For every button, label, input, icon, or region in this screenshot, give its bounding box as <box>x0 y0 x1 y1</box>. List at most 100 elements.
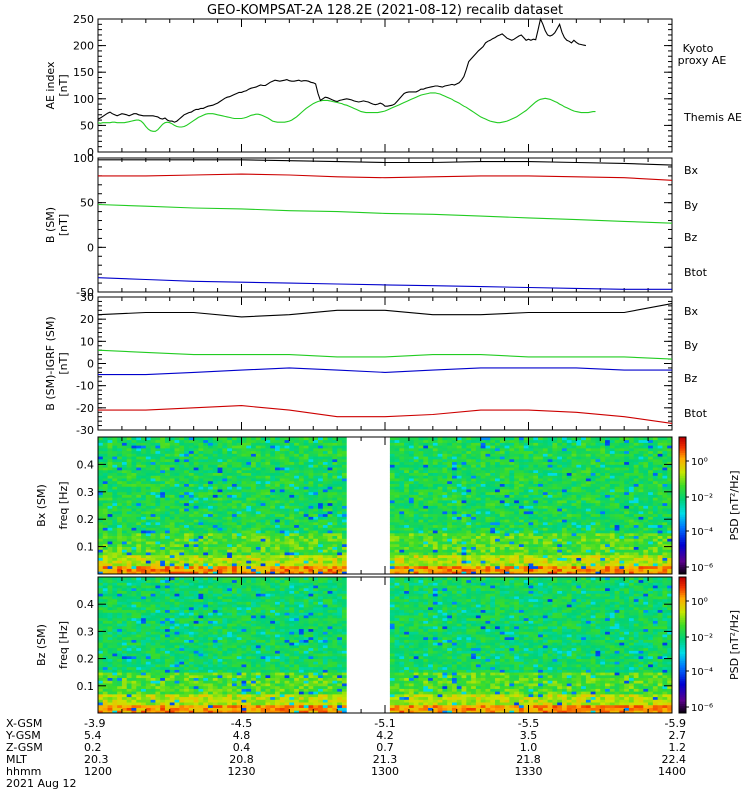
spectrogram-cell <box>499 527 505 531</box>
spectrogram-cell <box>581 500 587 504</box>
spectrogram-cell <box>418 464 424 468</box>
spectrogram-cell <box>270 521 276 526</box>
spectrogram-cell <box>179 502 185 506</box>
spectrogram-cell <box>447 464 453 468</box>
spectrogram-cell <box>667 535 673 539</box>
spectrogram-cell <box>298 560 305 564</box>
spectrogram-cell <box>404 494 410 498</box>
spectrogram-cell <box>451 458 458 463</box>
spectrogram-cell <box>428 532 434 537</box>
spectrogram-cell <box>538 486 544 490</box>
spectrogram-cell <box>428 538 434 542</box>
spectrogram-cell <box>585 549 592 553</box>
spectrogram-cell <box>198 530 204 534</box>
spectrogram-cell <box>112 502 118 506</box>
spectrogram-cell <box>423 500 429 504</box>
spectrogram-cell <box>609 563 615 567</box>
spectrogram-cell <box>308 467 314 471</box>
spectrogram-cell <box>485 563 491 567</box>
spectrogram-cell <box>318 478 324 482</box>
spectrogram-cell <box>236 500 242 504</box>
spectrogram-cell <box>198 543 204 547</box>
spectrogram-cell <box>126 543 132 547</box>
spectrogram-cell <box>523 469 529 474</box>
spectrogram-cell <box>332 483 338 487</box>
spectrogram-cell <box>585 472 592 476</box>
spectrogram-cell <box>227 497 233 501</box>
spectrogram-cell <box>475 505 482 509</box>
spectrogram-cell <box>499 491 505 495</box>
spectrogram-cell <box>394 480 400 484</box>
spectrogram-cell <box>418 472 424 476</box>
spectrogram-cell <box>581 532 587 537</box>
spectrogram-cell <box>552 508 558 512</box>
spectrogram-cell <box>131 489 137 493</box>
spectrogram-cell <box>389 475 395 479</box>
spectrogram-cell <box>408 549 415 553</box>
spectrogram-cell <box>298 557 305 561</box>
spectrogram-cell <box>150 513 156 517</box>
spectrogram-cell <box>236 505 242 509</box>
spectrogram-cell <box>609 571 615 575</box>
spectrogram-cell <box>495 563 501 567</box>
spectrogram-cell <box>274 505 281 509</box>
spectrogram-cell <box>217 472 223 476</box>
spectrogram-cell <box>131 527 137 531</box>
spectrogram-cell <box>193 500 199 504</box>
spectrogram-cell <box>447 541 453 545</box>
spectrogram-cell <box>112 552 118 556</box>
spectrogram-cell <box>624 535 630 539</box>
spectrogram-cell <box>227 543 233 547</box>
spectrogram-cell <box>538 464 544 468</box>
spectrogram-cell <box>212 486 218 490</box>
spectrogram-cell <box>255 549 262 553</box>
spectrogram-cell <box>638 549 644 553</box>
spectrogram-cell <box>528 469 534 474</box>
spectrogram-cell <box>179 535 185 539</box>
spectrogram-cell <box>313 494 319 498</box>
spectrogram-cell <box>480 549 486 553</box>
spectrogram-cell <box>542 527 549 531</box>
spectrogram-cell <box>332 524 338 528</box>
spectrogram-cell <box>145 494 152 498</box>
spectrogram-cell <box>538 491 544 495</box>
spectrogram-cell <box>609 486 615 490</box>
spectrogram-cell <box>547 464 553 468</box>
spectrogram-cell <box>318 554 324 558</box>
spectrogram-cell <box>542 565 549 569</box>
spectrogram-cell <box>471 461 477 465</box>
spectrogram-cell <box>509 549 515 553</box>
spectrogram-cell <box>595 508 601 512</box>
spectrogram-cell <box>585 486 592 490</box>
spectrogram-cell <box>313 530 319 534</box>
spectrogram-cell <box>208 472 214 476</box>
spectrogram-cell <box>298 524 305 528</box>
spectrogram-cell <box>203 472 209 476</box>
spectrogram-cell <box>284 552 290 556</box>
spectrogram-cell <box>164 494 171 498</box>
spectrogram-cell <box>423 489 429 493</box>
spectrogram-cell <box>208 521 214 526</box>
spectrogram-cell <box>404 486 410 490</box>
spectrogram-cell <box>251 461 257 465</box>
spectrogram-cell <box>294 519 300 523</box>
spectrogram-cell <box>313 541 319 545</box>
spectrogram-cell <box>628 491 635 495</box>
spectrogram-cell <box>614 521 620 526</box>
spectrogram-cell <box>236 571 242 575</box>
spectrogram-cell <box>547 563 553 567</box>
spectrogram-cell <box>274 461 281 465</box>
spectrogram-cell <box>442 532 448 537</box>
spectrogram-cell <box>102 565 108 569</box>
spectrogram-cell <box>337 464 343 468</box>
spectrogram-cell <box>600 565 606 569</box>
spectrogram-cell <box>217 552 223 556</box>
spectrogram-cell <box>557 571 563 575</box>
spectrogram-cell <box>614 500 620 504</box>
spectrogram-cell <box>332 552 338 556</box>
spectrogram-cell <box>466 510 472 515</box>
spectrogram-cell <box>389 530 395 534</box>
spectrogram-cell <box>408 565 415 569</box>
spectrogram-cell <box>231 508 238 512</box>
spectrogram-cell <box>466 472 472 476</box>
